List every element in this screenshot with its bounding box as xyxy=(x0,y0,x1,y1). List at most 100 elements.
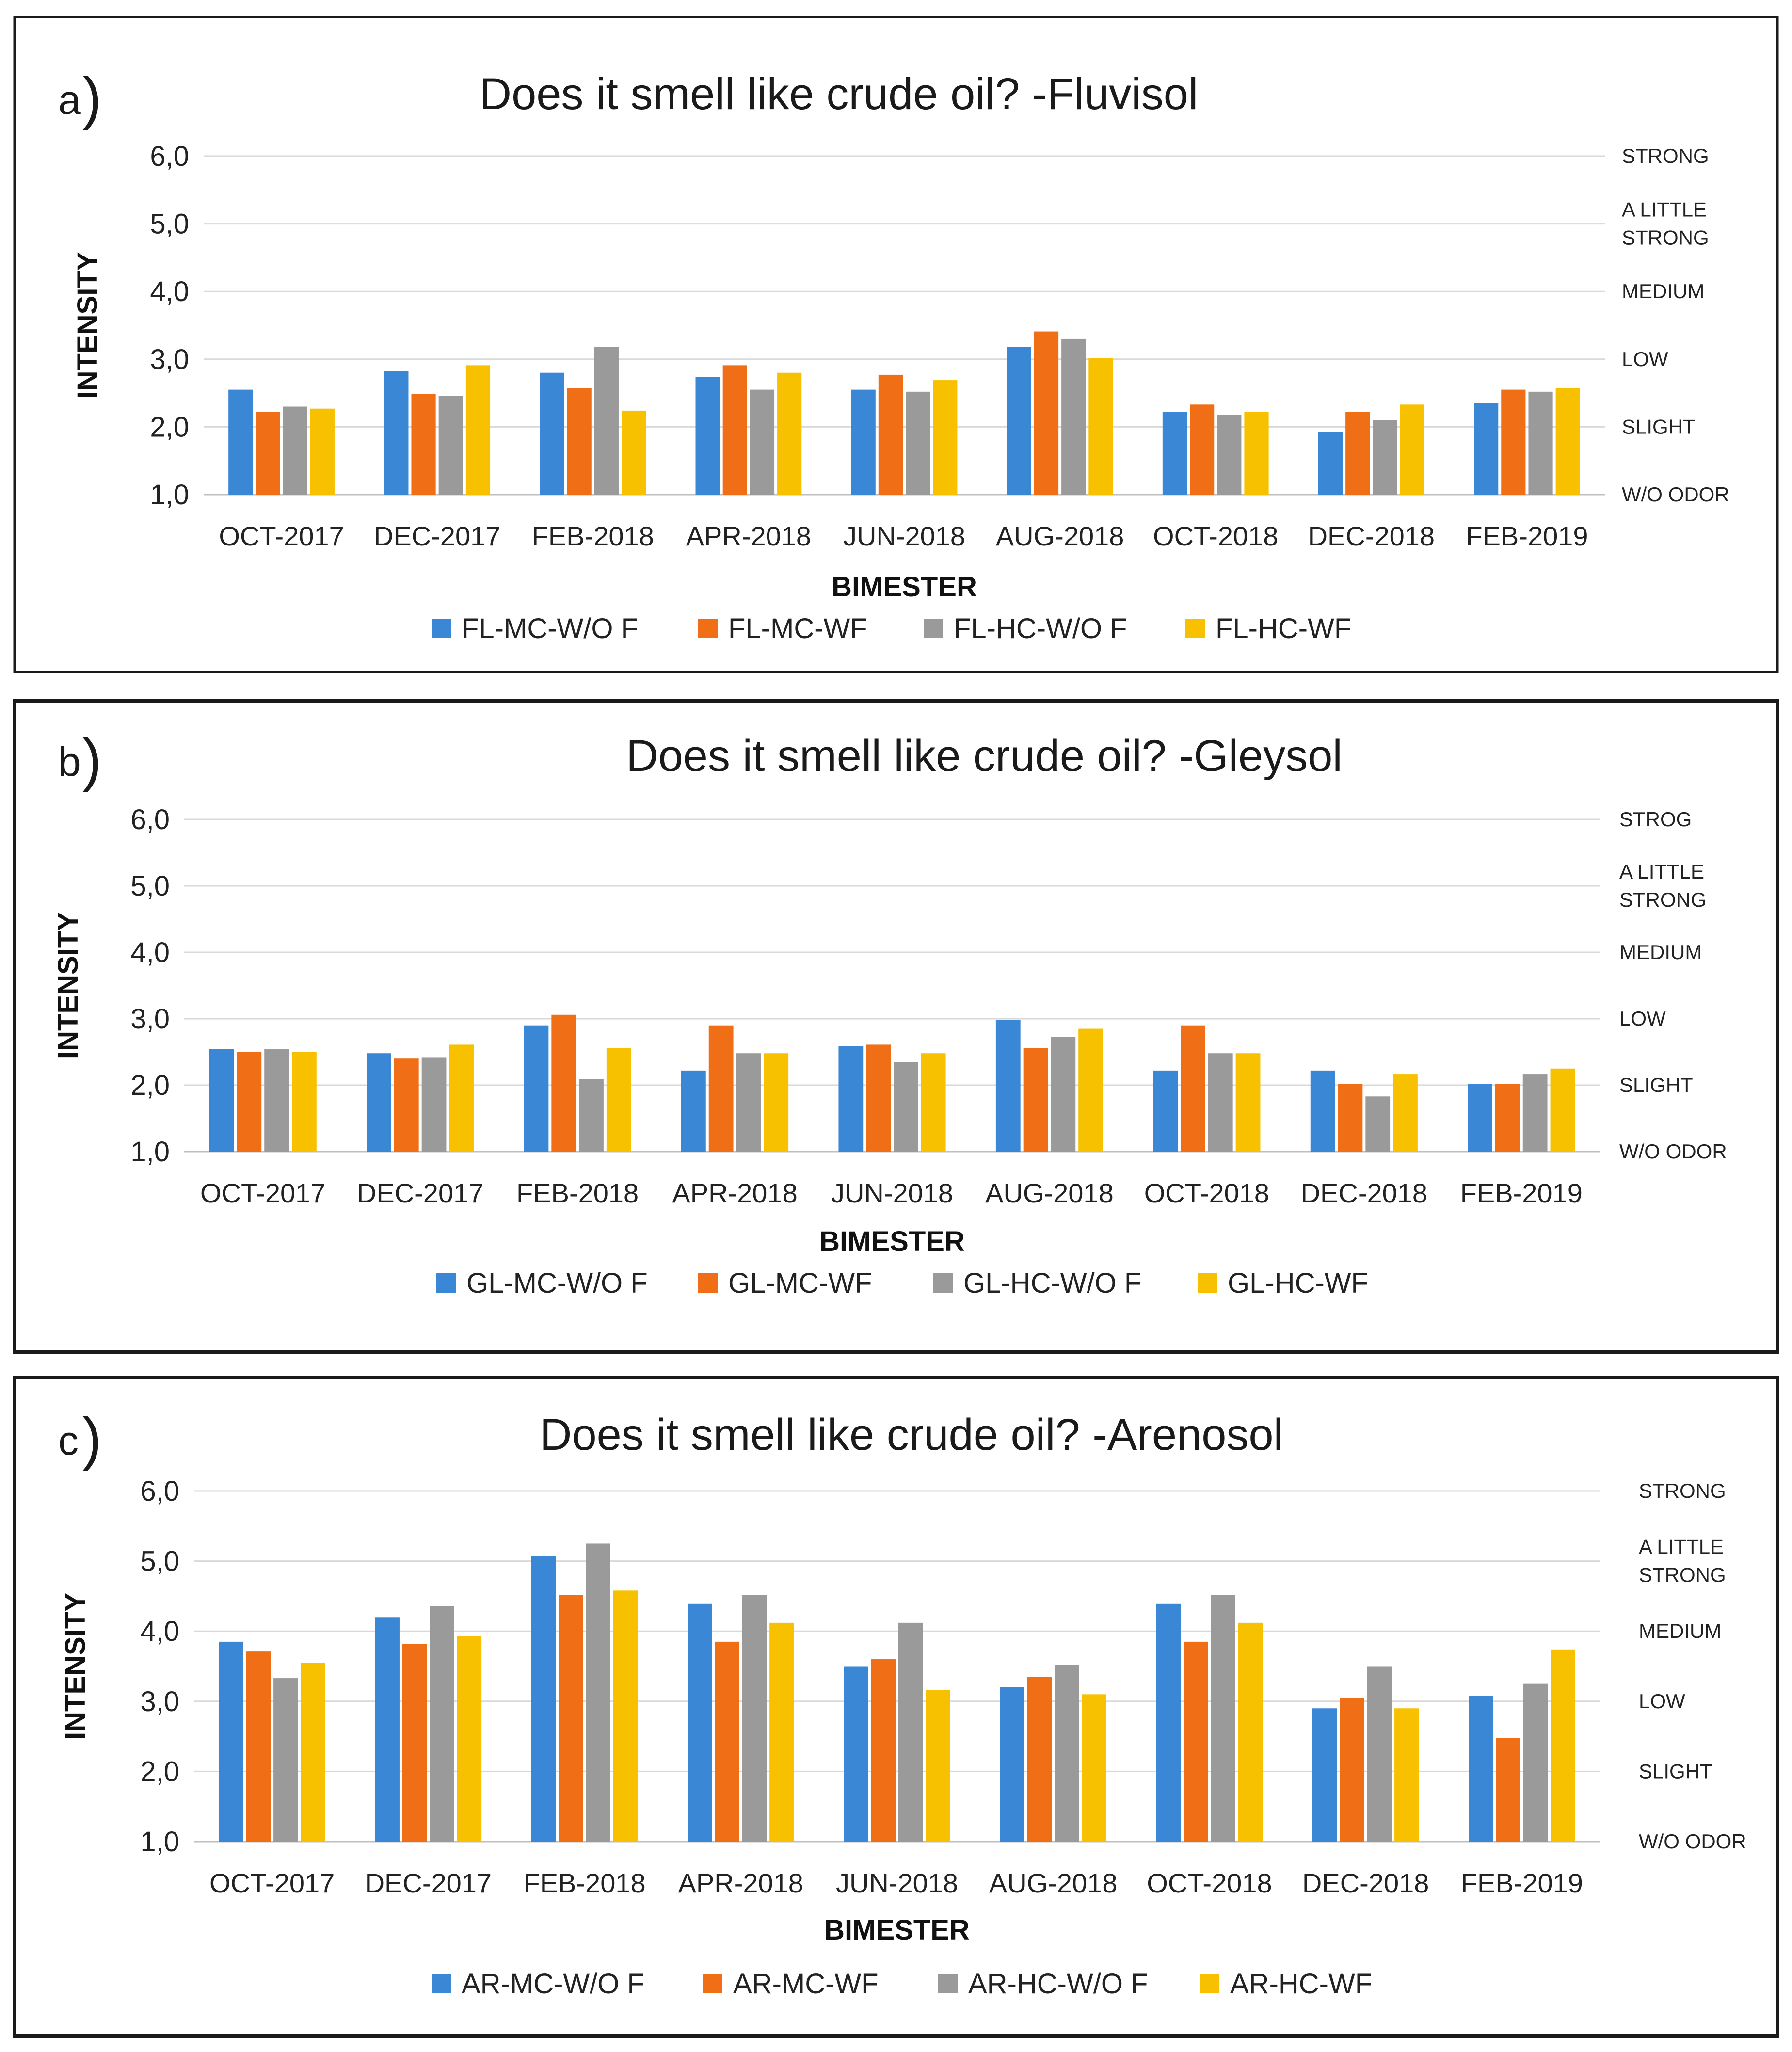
bar-gl-mc-w-o-f-feb-2019 xyxy=(1468,1084,1492,1152)
bar-gl-hc-wf-dec-2018 xyxy=(1393,1074,1418,1152)
legend-entry-label: FL-HC-W/O F xyxy=(954,613,1127,644)
bar-gl-hc-w-o-f-oct-2017 xyxy=(264,1049,289,1152)
bar-gl-hc-wf-feb-2019 xyxy=(1550,1068,1575,1152)
bar-ar-mc-w-o-f-oct-2017 xyxy=(219,1641,243,1842)
bar-ar-hc-wf-apr-2018 xyxy=(769,1622,794,1842)
x-tick-label: DEC-2018 xyxy=(1308,521,1435,551)
bar-gl-hc-wf-feb-2018 xyxy=(606,1048,631,1152)
bar-fl-mc-w-o-f-feb-2019 xyxy=(1474,403,1499,495)
bar-ar-mc-wf-feb-2018 xyxy=(559,1595,583,1842)
x-tick-label: OCT-2018 xyxy=(1147,1868,1272,1898)
legend-entry-label: FL-MC-W/O F xyxy=(462,613,638,644)
bar-fl-hc-w-o-f-dec-2018 xyxy=(1373,420,1397,495)
bar-fl-mc-wf-oct-2017 xyxy=(256,412,280,495)
bar-ar-hc-wf-oct-2018 xyxy=(1238,1622,1263,1842)
legend-entry-label: AR-MC-W/O F xyxy=(462,1968,644,2000)
y-tick-label: 5,0 xyxy=(130,870,170,902)
bar-gl-hc-w-o-f-dec-2018 xyxy=(1365,1096,1391,1152)
x-tick-label: DEC-2018 xyxy=(1301,1178,1427,1208)
x-tick-label: FEB-2019 xyxy=(1460,1178,1583,1208)
y-tick-label: 5,0 xyxy=(150,208,189,240)
legend-entry-label: AR-HC-WF xyxy=(1230,1968,1372,2000)
y-tick-label: 4,0 xyxy=(150,276,189,307)
bar-gl-hc-w-o-f-apr-2018 xyxy=(736,1053,761,1152)
x-tick-label: FEB-2019 xyxy=(1461,1868,1583,1898)
bar-gl-mc-wf-feb-2019 xyxy=(1495,1084,1520,1152)
bar-ar-hc-w-o-f-jun-2018 xyxy=(898,1622,923,1842)
legend-swatch xyxy=(703,1974,722,1993)
bar-fl-hc-w-o-f-feb-2019 xyxy=(1528,391,1553,495)
x-tick-label: AUG-2018 xyxy=(989,1868,1118,1898)
x-tick-label: APR-2018 xyxy=(672,1178,797,1208)
bar-ar-mc-wf-jun-2018 xyxy=(871,1659,896,1842)
bar-fl-mc-w-o-f-oct-2017 xyxy=(228,389,253,495)
bar-fl-mc-wf-apr-2018 xyxy=(722,365,747,495)
intensity-level-label: SLIGHT xyxy=(1619,1074,1693,1096)
bar-gl-hc-w-o-f-aug-2018 xyxy=(1051,1036,1076,1152)
bar-ar-mc-wf-oct-2018 xyxy=(1184,1641,1208,1842)
bar-ar-hc-wf-feb-2018 xyxy=(613,1590,638,1842)
bar-gl-mc-wf-apr-2018 xyxy=(708,1025,734,1152)
bar-gl-mc-w-o-f-aug-2018 xyxy=(995,1020,1021,1152)
legend-swatch xyxy=(1185,619,1205,638)
bar-ar-mc-wf-apr-2018 xyxy=(715,1641,739,1842)
bar-gl-mc-wf-oct-2017 xyxy=(237,1052,262,1152)
x-tick-label: FEB-2018 xyxy=(523,1868,645,1898)
intensity-level-label: STRONG xyxy=(1622,144,1709,167)
bar-ar-mc-wf-oct-2017 xyxy=(246,1651,271,1842)
bar-gl-mc-w-o-f-dec-2017 xyxy=(367,1053,391,1152)
bar-ar-mc-w-o-f-dec-2018 xyxy=(1312,1708,1337,1842)
bar-fl-hc-wf-oct-2018 xyxy=(1244,412,1269,495)
legend-swatch xyxy=(1198,1273,1217,1293)
bar-gl-mc-wf-dec-2018 xyxy=(1338,1084,1363,1152)
chart-title: Does it smell like crude oil? -Gleysol xyxy=(626,731,1343,781)
intensity-level-label: STRONG xyxy=(1619,888,1707,911)
bar-ar-hc-w-o-f-feb-2018 xyxy=(586,1543,610,1842)
bar-gl-mc-w-o-f-oct-2018 xyxy=(1153,1070,1178,1152)
y-axis-label: INTENSITY xyxy=(72,252,103,399)
bar-fl-hc-w-o-f-oct-2017 xyxy=(283,406,307,495)
y-tick-label: 1,0 xyxy=(130,1136,170,1168)
chart-panel-a: a) Does it smell like crude oil? -Fluviso… xyxy=(0,15,1792,674)
bar-gl-mc-wf-feb-2018 xyxy=(551,1014,576,1152)
bar-gl-mc-wf-aug-2018 xyxy=(1023,1048,1048,1152)
chart-panel-c: c) Does it smell like crude oil? -Arenoso… xyxy=(0,1375,1792,2039)
chart-title: Does it smell like crude oil? -Fluvisol xyxy=(480,69,1199,119)
bar-fl-hc-wf-apr-2018 xyxy=(777,372,802,495)
y-tick-label: 2,0 xyxy=(140,1756,179,1787)
x-tick-label: OCT-2018 xyxy=(1144,1178,1269,1208)
intensity-level-label: MEDIUM xyxy=(1622,280,1704,303)
bar-fl-mc-wf-dec-2018 xyxy=(1345,412,1370,495)
panel-letter-paren: ) xyxy=(82,727,102,792)
bar-ar-hc-wf-jun-2018 xyxy=(926,1690,950,1842)
bar-fl-mc-wf-feb-2019 xyxy=(1501,389,1526,495)
panel-letter: b xyxy=(58,739,81,785)
x-tick-label: DEC-2017 xyxy=(365,1868,492,1898)
bar-ar-hc-w-o-f-aug-2018 xyxy=(1055,1665,1079,1842)
bar-gl-hc-wf-apr-2018 xyxy=(764,1053,789,1152)
legend-swatch xyxy=(698,619,718,638)
bar-ar-mc-wf-dec-2017 xyxy=(402,1644,427,1842)
bar-ar-hc-w-o-f-dec-2018 xyxy=(1367,1666,1392,1842)
intensity-level-label: A LITTLE xyxy=(1622,198,1707,221)
bar-ar-hc-wf-dec-2017 xyxy=(457,1636,482,1842)
y-tick-label: 6,0 xyxy=(140,1475,179,1507)
chart-svg: a) Does it smell like crude oil? -Fluviso… xyxy=(13,16,1779,673)
bar-ar-hc-wf-oct-2017 xyxy=(301,1663,325,1842)
bar-fl-mc-wf-feb-2018 xyxy=(567,388,592,495)
bar-fl-hc-w-o-f-feb-2018 xyxy=(594,347,619,495)
chart-panel-b: b) Does it smell like crude oil? -Gleysol… xyxy=(0,698,1792,1355)
intensity-level-label: STROG xyxy=(1619,808,1692,831)
bar-ar-hc-wf-dec-2018 xyxy=(1394,1708,1419,1842)
intensity-level-label: A LITTLE xyxy=(1639,1536,1724,1558)
x-tick-label: APR-2018 xyxy=(686,521,811,551)
y-tick-label: 3,0 xyxy=(130,1003,170,1035)
y-axis-label: INTENSITY xyxy=(60,1593,91,1740)
bar-gl-mc-w-o-f-dec-2018 xyxy=(1310,1070,1335,1152)
legend-entry-label: FL-MC-WF xyxy=(728,613,867,644)
x-tick-label: OCT-2017 xyxy=(200,1178,325,1208)
x-tick-label: AUG-2018 xyxy=(996,521,1124,551)
bar-fl-hc-wf-aug-2018 xyxy=(1088,358,1113,495)
bar-fl-hc-wf-dec-2017 xyxy=(465,365,491,495)
intensity-level-label: W/O ODOR xyxy=(1622,483,1729,506)
